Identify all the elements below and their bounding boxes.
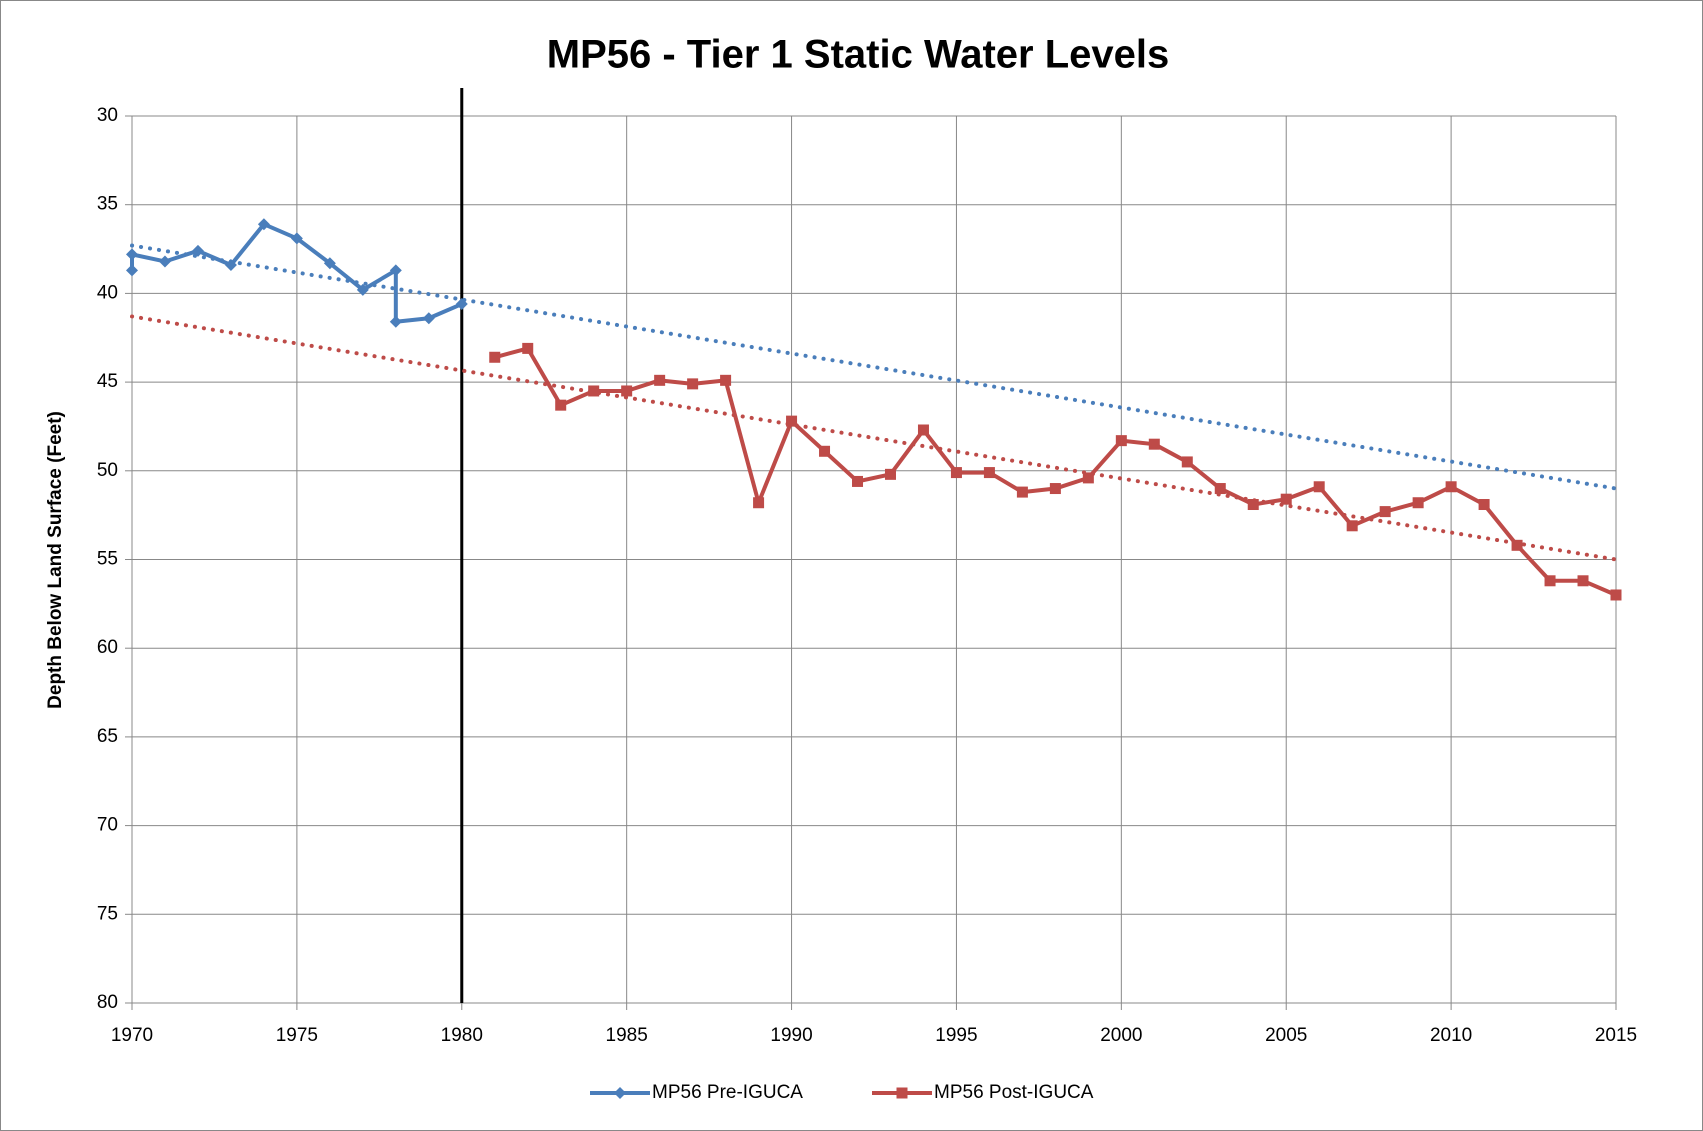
x-tick-label: 1990: [770, 1025, 812, 1046]
y-tick-label: 35: [97, 194, 118, 215]
data-point: [290, 232, 303, 245]
data-point: [356, 283, 369, 296]
data-point: [983, 467, 995, 479]
data-point: [158, 255, 171, 268]
data-point: [389, 315, 402, 328]
data-point: [1445, 481, 1457, 493]
data-point: [884, 468, 896, 480]
x-tick-label: 2010: [1430, 1025, 1472, 1046]
chart-title: MP56 - Tier 1 Static Water Levels: [547, 33, 1169, 77]
data-point: [1247, 499, 1259, 511]
data-point: [323, 257, 336, 270]
y-axis-label: Depth Below Land Surface (Feet): [45, 411, 66, 709]
x-tick-label: 1995: [935, 1025, 977, 1046]
data-point: [389, 264, 402, 277]
data-point: [1214, 483, 1226, 495]
data-point: [1280, 493, 1292, 505]
data-point: [191, 244, 204, 257]
x-tick-label: 1975: [276, 1025, 318, 1046]
data-point: [1082, 472, 1094, 484]
data-point: [1313, 481, 1325, 493]
data-point: [1610, 589, 1622, 601]
data-point: [1478, 499, 1490, 511]
data-point: [1049, 483, 1061, 495]
data-point: [1016, 486, 1028, 498]
data-point: [1379, 506, 1391, 518]
x-tick-label: 1980: [441, 1025, 483, 1046]
data-point: [786, 415, 798, 427]
data-point: [819, 445, 831, 457]
x-tick-label: 2005: [1265, 1025, 1307, 1046]
x-tick-label: 1970: [111, 1025, 153, 1046]
legend-marker: [896, 1087, 908, 1099]
y-tick-label: 50: [97, 460, 118, 481]
data-point: [1115, 435, 1127, 447]
data-point: [753, 497, 765, 509]
data-point: [522, 342, 534, 354]
data-point: [1577, 575, 1589, 587]
legend-label: MP56 Post-IGUCA: [934, 1082, 1094, 1103]
data-point: [687, 378, 699, 390]
y-tick-label: 60: [97, 637, 118, 658]
y-tick-label: 45: [97, 371, 118, 392]
y-tick-label: 55: [97, 549, 118, 570]
data-point: [654, 374, 666, 386]
x-tick-label: 2000: [1100, 1025, 1142, 1046]
x-tick-label: 1985: [606, 1025, 648, 1046]
data-point: [1148, 438, 1160, 450]
data-point: [126, 264, 138, 277]
y-tick-label: 80: [97, 992, 118, 1013]
data-point: [1346, 520, 1358, 532]
data-point: [455, 298, 468, 311]
data-point: [852, 475, 864, 487]
data-point: [555, 399, 567, 411]
data-point: [917, 424, 929, 436]
data-point: [422, 312, 435, 325]
data-point: [1511, 539, 1523, 551]
data-point: [720, 374, 732, 386]
x-tick-label: 2015: [1595, 1025, 1637, 1046]
y-tick-label: 75: [97, 903, 118, 924]
y-tick-label: 30: [97, 105, 118, 126]
y-tick-label: 70: [97, 815, 118, 836]
data-point: [1181, 456, 1193, 468]
legend-label: MP56 Pre-IGUCA: [652, 1082, 803, 1103]
data-point: [126, 248, 138, 261]
data-point: [257, 218, 270, 231]
data-point: [950, 467, 962, 479]
y-tick-label: 40: [97, 282, 118, 303]
data-point: [1544, 575, 1556, 587]
data-point: [588, 385, 600, 397]
y-tick-label: 65: [97, 726, 118, 747]
data-point: [224, 259, 237, 272]
data-point: [1412, 497, 1424, 509]
data-point: [621, 385, 633, 397]
legend-marker: [614, 1087, 626, 1099]
data-point: [489, 351, 501, 363]
